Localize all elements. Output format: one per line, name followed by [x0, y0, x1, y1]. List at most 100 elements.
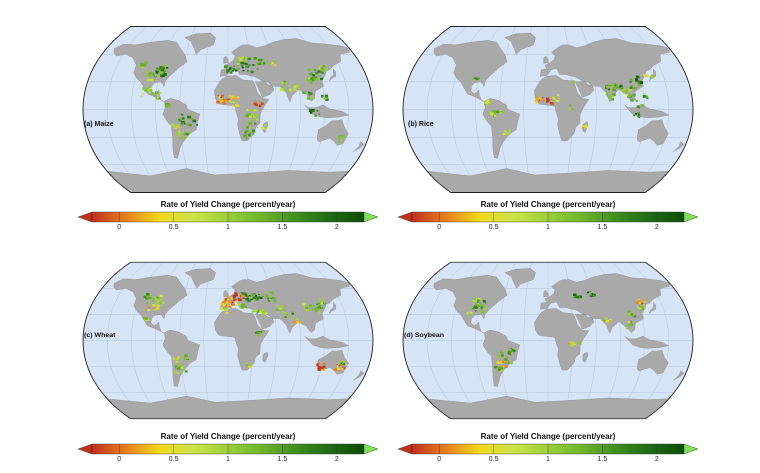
yield-cell	[232, 297, 235, 299]
land-indonesia	[304, 336, 350, 349]
yield-cell	[482, 306, 485, 309]
yield-cell	[157, 301, 161, 305]
yield-cell	[253, 118, 257, 121]
yield-cell	[499, 366, 503, 370]
yield-cell	[318, 306, 322, 309]
yield-cell	[629, 96, 632, 99]
yield-cell	[252, 133, 255, 135]
yield-cell	[498, 368, 501, 371]
yield-cell	[255, 298, 259, 301]
yield-cell	[223, 299, 226, 302]
yield-cell	[258, 105, 262, 108]
yield-cell	[638, 298, 640, 300]
yield-cell	[590, 296, 592, 298]
yield-cell	[247, 299, 251, 303]
panel-label-wheat: (c) Wheat	[84, 332, 116, 339]
yield-cell	[535, 98, 539, 101]
yield-cell	[314, 114, 316, 116]
globe-outline	[82, 26, 374, 193]
yield-cell	[177, 124, 181, 127]
yield-cell	[473, 77, 476, 80]
yield-cell	[146, 306, 150, 309]
colorbar-under-arrow	[78, 443, 93, 455]
yield-cell	[179, 366, 181, 368]
yield-cell	[474, 310, 477, 312]
yield-cell	[325, 96, 329, 99]
yield-cell	[243, 134, 247, 138]
yield-cell	[154, 80, 156, 82]
yield-cell	[180, 136, 184, 139]
yield-cell	[228, 305, 232, 309]
yield-cell	[340, 360, 344, 363]
yield-cell	[496, 361, 500, 364]
yield-cell	[314, 76, 317, 79]
yield-cell	[320, 306, 324, 309]
yield-cell	[292, 317, 295, 320]
yield-cell	[318, 66, 320, 68]
colorbar-tick-label: 0	[117, 456, 122, 463]
yield-cell	[552, 96, 555, 99]
yield-cell	[148, 74, 152, 77]
yield-cell	[305, 306, 309, 309]
land-southAmerica	[162, 98, 200, 159]
land-newZealand	[673, 370, 685, 381]
yield-cell	[141, 66, 144, 69]
yield-cell	[339, 363, 342, 366]
yield-cell	[537, 99, 541, 102]
yield-cell	[497, 360, 499, 362]
panel-soybean: (d) Soybean Rate of Yield Change (percen…	[398, 258, 698, 473]
yield-cell	[285, 89, 289, 92]
yield-cell	[499, 111, 503, 114]
yield-cell	[257, 333, 261, 337]
yield-cell	[177, 131, 181, 135]
yield-cell	[267, 297, 269, 300]
yield-cell	[315, 77, 319, 81]
yield-cell	[633, 315, 637, 318]
yield-cell	[473, 298, 475, 300]
yield-cell	[237, 67, 240, 70]
yield-cell	[502, 353, 504, 355]
yield-change-patches	[473, 74, 655, 136]
yield-cell	[148, 91, 151, 94]
yield-cell	[177, 367, 181, 370]
yield-cell	[223, 103, 226, 105]
yield-cell	[253, 295, 255, 297]
yield-cell	[146, 302, 149, 304]
yield-cell	[265, 124, 268, 126]
yield-cell	[504, 365, 508, 368]
yield-cell	[291, 311, 295, 314]
yield-cell	[622, 89, 626, 92]
yield-cell	[591, 292, 593, 295]
yield-cell	[293, 320, 297, 324]
yield-cell	[478, 77, 481, 80]
colorbar-tick-label: 0.5	[168, 456, 179, 463]
yield-cell	[638, 307, 641, 310]
yield-cell	[254, 116, 256, 118]
yield-cell	[142, 93, 144, 95]
yield-cell	[256, 295, 259, 298]
yield-cell	[226, 298, 230, 301]
robinson-globe	[82, 261, 374, 420]
yield-cell	[307, 68, 311, 71]
yield-cell	[156, 94, 159, 96]
yield-cell	[585, 124, 588, 127]
yield-cell	[614, 84, 617, 87]
yield-cell	[228, 99, 231, 102]
yield-cell	[643, 304, 645, 306]
yield-cell	[258, 62, 262, 66]
yield-cell	[318, 298, 321, 301]
yield-cell	[245, 66, 247, 68]
yield-cell	[226, 71, 229, 74]
yield-cell	[154, 298, 158, 301]
yield-cell	[590, 294, 594, 298]
yield-cell	[318, 113, 321, 115]
yield-cell	[637, 300, 641, 303]
yield-cell	[249, 363, 252, 365]
yield-cell	[164, 69, 166, 71]
yield-cell	[226, 98, 230, 102]
yield-cell	[311, 109, 315, 112]
yield-cell	[513, 350, 516, 352]
yield-cell	[629, 322, 632, 324]
yield-cell	[505, 131, 508, 134]
yield-cell	[470, 312, 473, 314]
